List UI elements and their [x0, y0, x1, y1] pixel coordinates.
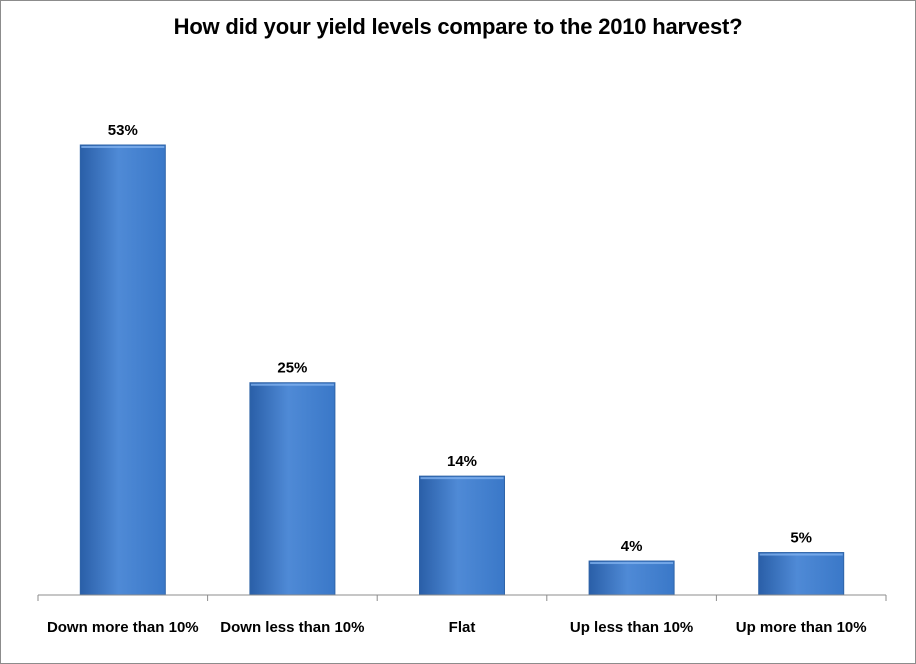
- chart-title: How did your yield levels compare to the…: [173, 14, 743, 39]
- data-label: 4%: [621, 538, 643, 555]
- bar-highlight: [81, 146, 165, 148]
- bar-highlight: [250, 383, 334, 386]
- bar-highlight: [759, 553, 843, 556]
- category-label: Down less than 10%: [220, 619, 364, 636]
- bar: [249, 382, 336, 596]
- bar: [79, 144, 166, 596]
- category-label: Up more than 10%: [736, 619, 867, 636]
- data-label: 5%: [790, 530, 812, 547]
- category-label: Up less than 10%: [570, 619, 693, 636]
- bar: [758, 552, 845, 596]
- bar-highlight: [420, 477, 504, 480]
- data-label: 14%: [447, 453, 477, 470]
- bar-highlight: [590, 562, 674, 565]
- category-label: Down more than 10%: [47, 619, 199, 636]
- bar: [419, 475, 505, 596]
- category-label: Flat: [449, 619, 476, 636]
- labels-layer: 53% Down more than 10% 25% Down less than 1…: [47, 122, 867, 636]
- data-label: 53%: [108, 122, 138, 139]
- bar: [588, 560, 675, 596]
- bars-layer: [79, 144, 845, 596]
- data-label: 25%: [277, 360, 307, 377]
- x-axis: [37, 594, 887, 601]
